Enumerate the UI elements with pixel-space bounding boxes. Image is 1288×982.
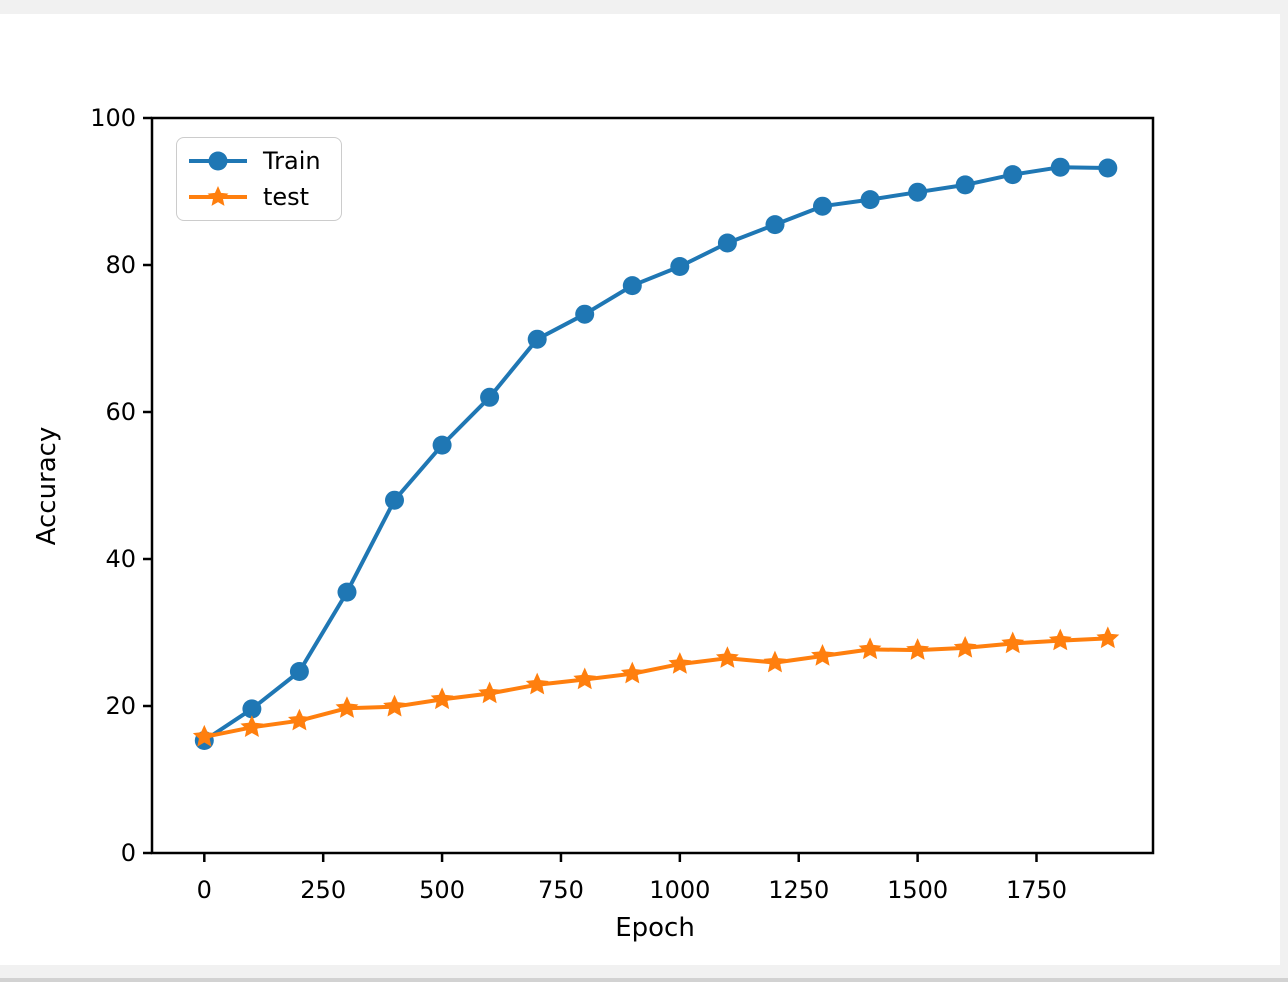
- train-data-point: [908, 182, 928, 202]
- train-data-point: [955, 175, 975, 195]
- test-data-point: [1096, 626, 1120, 649]
- x-tick-label: 0: [197, 876, 212, 904]
- test-legend-marker-icon: [189, 186, 247, 206]
- x-tick-label: 500: [419, 876, 465, 904]
- test-data-point: [335, 696, 359, 718]
- legend-label-test: test: [263, 183, 310, 211]
- y-tick-label: 80: [105, 251, 136, 279]
- test-data-point: [1001, 631, 1025, 654]
- chart-legend: Train test: [176, 137, 342, 221]
- train-data-point: [385, 490, 404, 510]
- train-data-point: [717, 233, 737, 253]
- y-tick-label: 20: [105, 692, 136, 720]
- train-data-point: [860, 190, 880, 210]
- x-axis-label: Epoch: [615, 913, 695, 943]
- train-data-point: [765, 215, 785, 235]
- test-data-point: [906, 638, 930, 660]
- train-data-point: [670, 257, 690, 276]
- train-data-point: [1003, 165, 1023, 185]
- train-line: [202, 165, 1110, 743]
- x-axis-ticks: 0 250 500 750 1000 1250 1500 1750: [197, 853, 1067, 904]
- test-data-point: [715, 646, 739, 668]
- test-data-point: [192, 724, 216, 747]
- window-chrome-right: [1280, 0, 1288, 982]
- train-data-point: [289, 662, 309, 681]
- y-tick-label: 60: [105, 398, 136, 426]
- test-data-point: [288, 708, 311, 731]
- test-data-point: [1048, 628, 1072, 651]
- window-chrome-top: [0, 0, 1288, 14]
- x-tick-label: 1500: [887, 876, 948, 904]
- test-data-point: [811, 644, 834, 666]
- train-data-point: [1098, 158, 1118, 178]
- y-axis-label: Accuracy: [32, 427, 62, 546]
- test-data-point: [668, 652, 692, 674]
- train-legend-marker-icon: [189, 151, 247, 171]
- test-data-point: [478, 681, 502, 704]
- train-data-point: [813, 196, 832, 216]
- test-data-point: [620, 661, 644, 684]
- y-tick-label: 100: [90, 104, 136, 132]
- x-tick-label: 250: [300, 876, 346, 904]
- test-data-point: [573, 667, 597, 690]
- x-tick-label: 1250: [768, 876, 829, 904]
- window-chrome-bottom: [0, 965, 1288, 978]
- test-data-point: [430, 687, 454, 710]
- test-data-point: [763, 650, 787, 673]
- y-tick-label: 40: [105, 545, 136, 573]
- x-tick-label: 1000: [649, 876, 710, 904]
- test-data-point: [383, 694, 406, 717]
- train-data-point: [622, 276, 642, 296]
- data-series: [192, 157, 1120, 750]
- train-data-point: [432, 435, 452, 455]
- train-data-point: [575, 304, 595, 324]
- window-chrome-bottom-edge: [0, 978, 1288, 982]
- legend-entry-test: test: [187, 184, 341, 210]
- test-data-point: [525, 672, 549, 695]
- test-data-point: [240, 715, 264, 738]
- train-data-point: [527, 329, 547, 349]
- y-tick-label: 0: [121, 839, 136, 867]
- legend-entry-train: Train: [187, 148, 341, 174]
- test-data-point: [953, 635, 977, 658]
- plot-frame: [150, 116, 1155, 855]
- legend-label-train: Train: [263, 147, 321, 175]
- x-tick-label: 750: [538, 876, 584, 904]
- train-data-point: [480, 387, 500, 407]
- train-data-point: [337, 582, 357, 602]
- x-tick-label: 1750: [1006, 876, 1067, 904]
- train-data-point: [242, 699, 262, 719]
- test-data-point: [858, 637, 882, 660]
- train-data-point: [1050, 157, 1070, 177]
- y-axis-ticks: 0 20 40 60 80 100: [90, 104, 152, 867]
- test-line: [202, 636, 1110, 739]
